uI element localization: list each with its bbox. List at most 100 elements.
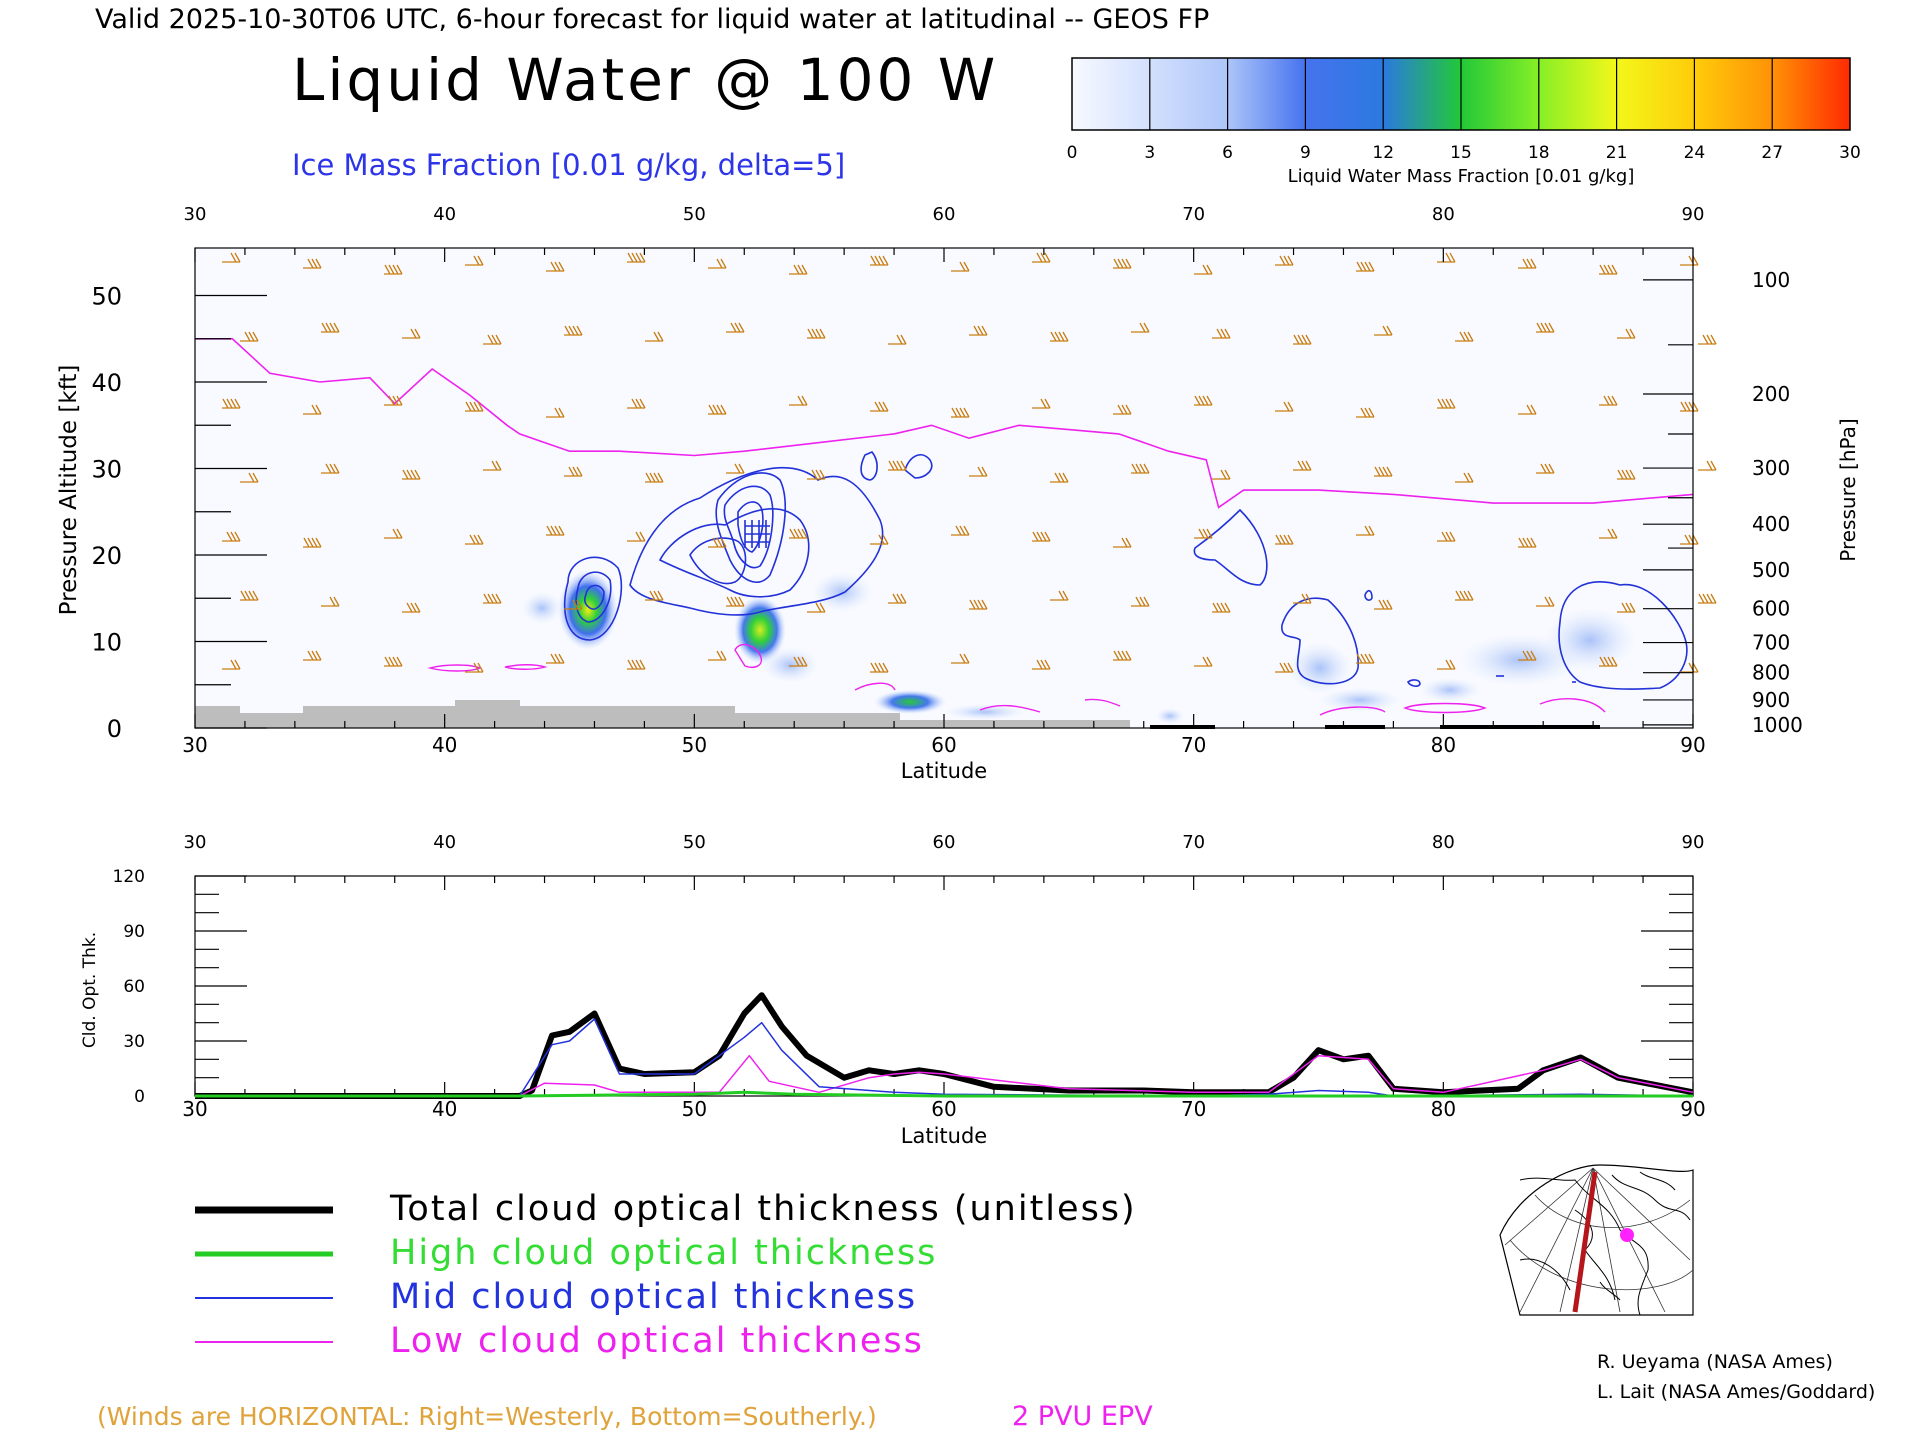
epv-label: 2 PVU EPV bbox=[1012, 1401, 1153, 1432]
top-y-tick-label: 0 bbox=[107, 715, 122, 743]
colorbar-label: Liquid Water Mass Fraction [0.01 g/kg] bbox=[1288, 166, 1635, 187]
wind-barb bbox=[1518, 404, 1537, 415]
top-right-tick-label: 200 bbox=[1752, 382, 1790, 406]
bottom-x-tick-label: 90 bbox=[1680, 1097, 1705, 1121]
bottom-x-tick-label-top: 60 bbox=[933, 832, 956, 853]
map-section-line bbox=[1572, 1171, 1598, 1313]
bottom-y-label: Cld. Opt. Thk. bbox=[80, 932, 100, 1048]
wind-barb bbox=[1293, 460, 1312, 471]
wind-barb bbox=[1374, 599, 1393, 610]
top-right-tick-label: 700 bbox=[1752, 631, 1790, 655]
wind-barb bbox=[807, 328, 826, 339]
series-line bbox=[195, 992, 1694, 1099]
wind-barb bbox=[1536, 322, 1555, 333]
wind-barb bbox=[240, 472, 259, 483]
bottom-x-tick-label: 70 bbox=[1181, 1097, 1206, 1121]
top-x-tick-label: 80 bbox=[1431, 733, 1456, 757]
top-right-tick-label: 400 bbox=[1752, 512, 1790, 536]
wind-barb bbox=[627, 398, 646, 409]
top-y-tick-label: 30 bbox=[91, 456, 122, 484]
wind-barb bbox=[1599, 528, 1618, 539]
top-right-tick-label: 600 bbox=[1752, 597, 1790, 621]
wind-barb bbox=[1599, 264, 1618, 275]
wind-barb bbox=[1194, 395, 1213, 406]
wind-barb bbox=[384, 264, 403, 275]
colorbar-tick-label: 30 bbox=[1839, 143, 1861, 163]
wind-barb bbox=[870, 255, 889, 266]
inset-map bbox=[1499, 1164, 1694, 1316]
terrain bbox=[195, 700, 1130, 728]
wind-barb bbox=[1356, 407, 1375, 418]
wind-barb bbox=[1194, 528, 1213, 539]
wind-barb bbox=[321, 463, 340, 474]
valid-line: Valid 2025-10-30T06 UTC, 6-hour forecast… bbox=[95, 4, 1209, 35]
wind-barb bbox=[1698, 460, 1717, 471]
credit-1: R. Ueyama (NASA Ames) bbox=[1597, 1351, 1833, 1373]
wind-barb bbox=[1680, 401, 1699, 412]
wind-barb bbox=[951, 407, 970, 418]
wind-barb bbox=[1050, 590, 1069, 601]
top-x-tick-label-top: 50 bbox=[683, 204, 706, 225]
wind-barb bbox=[1275, 662, 1294, 673]
bottom-x-tick-label-top: 70 bbox=[1182, 832, 1205, 853]
top-y-tick-label: 50 bbox=[91, 283, 122, 311]
top-x-tick-label-top: 90 bbox=[1682, 204, 1705, 225]
legend-label: Total cloud optical thickness (unitless) bbox=[389, 1189, 1137, 1229]
series-line bbox=[195, 1018, 1694, 1097]
bottom-y-tick-label: 90 bbox=[123, 922, 145, 942]
series-line bbox=[195, 1090, 1693, 1098]
wind-barb bbox=[1113, 537, 1132, 548]
bottom-x-tick-label: 60 bbox=[931, 1097, 956, 1121]
wind-barb bbox=[1455, 472, 1474, 483]
wind-barb bbox=[1536, 596, 1555, 607]
top-right-tick-label: 300 bbox=[1752, 456, 1790, 480]
bottom-x-tick-label: 50 bbox=[682, 1097, 707, 1121]
wind-barb bbox=[1599, 656, 1618, 667]
wind-barb bbox=[1437, 398, 1456, 409]
bottom-x-tick-label-top: 40 bbox=[433, 832, 456, 853]
wind-barb bbox=[708, 404, 727, 415]
wind-barb bbox=[1374, 325, 1393, 336]
top-y-label-right: Pressure [hPa] bbox=[1836, 418, 1860, 561]
wind-barb bbox=[807, 469, 826, 480]
legend-label: High cloud optical thickness bbox=[390, 1233, 937, 1273]
wind-barb bbox=[870, 662, 889, 673]
wind-barb bbox=[726, 463, 745, 474]
wind-barb bbox=[888, 593, 907, 604]
wind-barb bbox=[870, 534, 889, 545]
wind-barb bbox=[1356, 653, 1375, 664]
top-x-tick-label: 70 bbox=[1181, 733, 1206, 757]
wind-barb bbox=[564, 466, 583, 477]
wind-barb bbox=[546, 261, 565, 272]
wind-barb bbox=[303, 650, 322, 661]
wind-barb bbox=[465, 401, 484, 412]
wind-barb bbox=[1518, 650, 1537, 661]
wind-barb bbox=[1680, 534, 1699, 545]
wind-barb bbox=[1356, 261, 1375, 272]
wind-barb bbox=[1599, 395, 1618, 406]
wind-barb bbox=[1356, 525, 1375, 536]
bottom-plot-frame bbox=[194, 875, 1694, 1097]
top-y-tick-label: 20 bbox=[91, 542, 122, 570]
top-x-tick-label: 40 bbox=[432, 733, 457, 757]
wind-barb bbox=[1293, 334, 1312, 345]
wind-barb bbox=[1275, 401, 1294, 412]
top-plot-background bbox=[195, 248, 1693, 728]
wind-barb bbox=[1374, 466, 1393, 477]
page-title: Liquid Water @ 100 W bbox=[292, 46, 998, 114]
bottom-y-tick-label: 60 bbox=[123, 977, 145, 997]
colorbar-tick-label: 24 bbox=[1684, 143, 1706, 163]
top-x-tick-label: 90 bbox=[1680, 733, 1705, 757]
wind-barb bbox=[1212, 602, 1231, 613]
wind-barb bbox=[1113, 404, 1132, 415]
wind-barb bbox=[1437, 252, 1456, 263]
wind-barb bbox=[546, 525, 565, 536]
wind-barb bbox=[303, 537, 322, 548]
colorbar-tick-label: 27 bbox=[1761, 143, 1783, 163]
wind-barb bbox=[1455, 331, 1474, 342]
wind-barb bbox=[483, 460, 502, 471]
top-x-tick-label-top: 80 bbox=[1432, 204, 1455, 225]
top-x-tick-label-top: 40 bbox=[433, 204, 456, 225]
wind-barb bbox=[483, 334, 502, 345]
colorbar: 0 3 6 9 12 15 18 21 24 27 30 Liquid Water Mass Fra… bbox=[1067, 57, 1861, 187]
